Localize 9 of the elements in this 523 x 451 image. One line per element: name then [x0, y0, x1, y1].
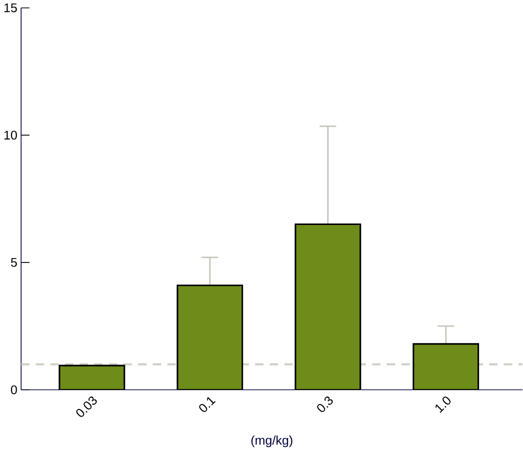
y-tick-label: 5 [10, 258, 17, 267]
y-tick-label: 10 [4, 130, 17, 140]
x-tick-label: 0.3 [317, 396, 333, 412]
y-tick-label: 0 [10, 386, 17, 394]
y-tick-label: 15 [4, 4, 17, 12]
x-axis-title: (mg/kg) [251, 436, 292, 448]
x-tick-label: 1.0 [435, 396, 451, 413]
x-tick-label: 0.03 [76, 396, 97, 418]
x-tick-label: 0.1 [199, 397, 216, 412]
